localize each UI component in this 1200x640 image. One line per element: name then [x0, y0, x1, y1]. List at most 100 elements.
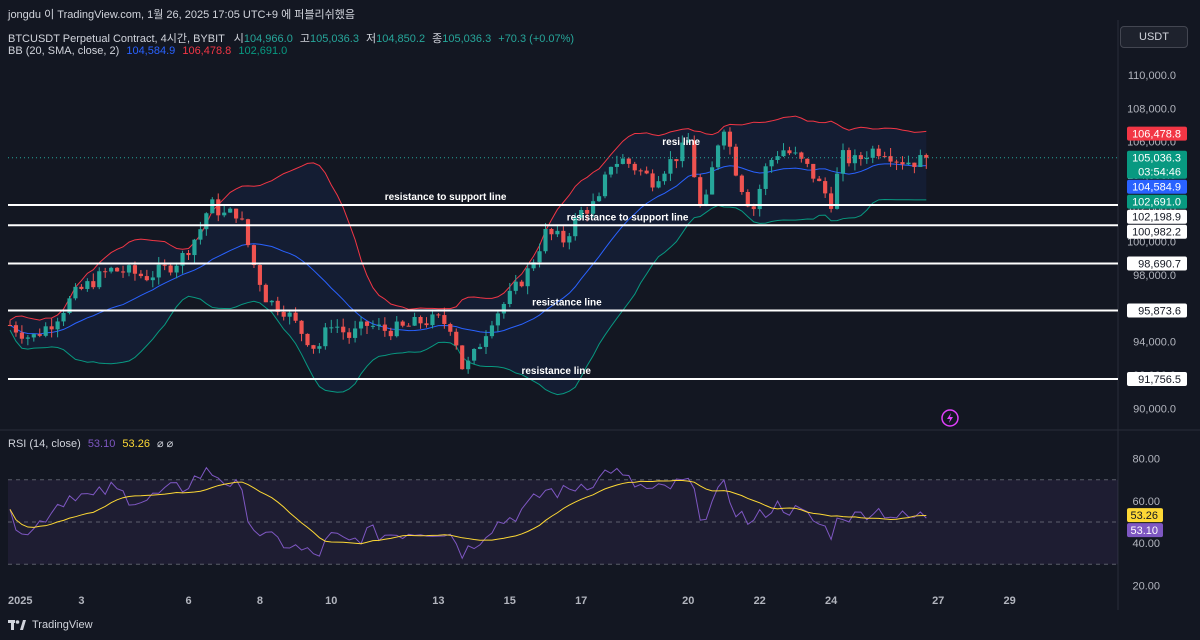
candle-body [192, 239, 197, 256]
candle-body [85, 281, 90, 289]
rsi-badge-bg [1127, 508, 1163, 523]
bb-lower-value: 102,691.0 [238, 45, 288, 57]
candle-body [358, 321, 364, 329]
candle-body [674, 159, 679, 162]
candle-body [692, 140, 697, 178]
rsi-extra: ⌀ ⌀ [157, 438, 174, 450]
candle-body [269, 300, 274, 303]
bb-upper-value: 106,478.8 [182, 45, 232, 57]
candle-body [662, 173, 667, 182]
candle-body [412, 316, 417, 326]
candle-body [61, 312, 66, 322]
low-value: 104,850.2 [376, 33, 426, 45]
rsi-name[interactable]: RSI (14, close) [8, 438, 81, 450]
candle-body [186, 252, 191, 256]
candle-body [727, 131, 733, 147]
candle-body [543, 228, 548, 252]
candle-body [275, 300, 280, 312]
rsi-tick-label: 60.00 [1132, 496, 1160, 508]
candle-body [19, 332, 24, 339]
price-tick-label: 100,000.0 [1127, 237, 1176, 249]
candle-body [680, 142, 685, 162]
candle-body [888, 156, 893, 162]
bb-name[interactable]: BB (20, SMA, close, 2) [8, 45, 120, 57]
candle-body [650, 173, 655, 188]
candle-body [555, 230, 560, 235]
candle-body [787, 150, 792, 154]
candle-body [924, 155, 929, 158]
price-badge-bg [1127, 372, 1187, 387]
candle-body [251, 245, 257, 266]
price-tick-label: 110,000.0 [1128, 70, 1176, 82]
sr-line-label: resistance line [532, 297, 602, 308]
candle-body [745, 192, 750, 207]
currency-button[interactable]: USDT [1120, 26, 1188, 48]
candle-body [7, 325, 13, 326]
candle-body [31, 334, 36, 338]
rsi-ma-line [9, 479, 927, 545]
candle-body [608, 166, 614, 175]
price-badge-bg [1127, 194, 1187, 209]
candle-body [513, 281, 518, 291]
candle-body [382, 324, 387, 331]
rsi-value: 53.10 [87, 438, 116, 450]
candle-body [781, 150, 786, 157]
open-label: 시 [233, 33, 244, 45]
price-badge-label: 104,584.9 [1132, 182, 1181, 194]
candle-body [668, 159, 673, 174]
sr-line-label: resistance to support line [385, 192, 507, 203]
time-tick-label: 8 [257, 595, 263, 607]
candle-body [495, 313, 500, 326]
time-tick-label: 29 [1003, 595, 1015, 607]
candle-body [234, 208, 239, 219]
candle-body [769, 159, 774, 167]
candle-body [311, 345, 316, 349]
candle-body [430, 314, 435, 326]
bb-basis-line [9, 163, 927, 335]
candle-body [561, 230, 566, 243]
high-label: 고 [299, 33, 311, 45]
symbol-label[interactable]: BTCUSDT Perpetual Contract, 4시간, BYBIT [8, 33, 225, 45]
overlap-label: resi line [662, 137, 700, 148]
candle-body [811, 163, 816, 179]
candle-body [751, 206, 756, 210]
candle-body [686, 140, 691, 143]
candle-body [91, 281, 96, 288]
candle-body [704, 194, 709, 205]
candle-body [793, 152, 798, 154]
candle-body [353, 328, 358, 338]
candle-body [245, 219, 251, 246]
candle-body [823, 181, 828, 194]
candle-body [602, 174, 608, 197]
price-badge-bg [1127, 179, 1187, 194]
candle-body [73, 286, 78, 299]
candle-body [525, 268, 530, 287]
low-label: 저 [366, 33, 377, 45]
publish-info: jongdu 이 TradingView.com, 1월 26, 2025 17… [8, 9, 355, 21]
candle-body [466, 360, 471, 370]
candle-body [103, 271, 108, 273]
candle-body [67, 298, 72, 313]
candle-body [912, 162, 917, 167]
bb-legend: BB (20, SMA, close, 2) 104,584.9 106,478… [8, 45, 287, 57]
candle-body [834, 173, 840, 209]
rsi-legend: RSI (14, close) 53.10 53.26 ⌀ ⌀ [8, 437, 173, 450]
rsi-line [9, 466, 927, 560]
price-badge-label: 102,691.0 [1132, 197, 1181, 209]
candle-body [216, 199, 221, 216]
time-tick-label: 6 [185, 595, 191, 607]
candle-body [472, 348, 477, 361]
candle-body [329, 327, 334, 329]
candle-body [43, 326, 48, 336]
price-badge-label: 95,873.6 [1138, 305, 1181, 317]
rsi-badge-bg [1127, 523, 1163, 538]
rsi-badge-label: 53.26 [1130, 510, 1158, 522]
rsi-ma-value: 53.26 [122, 438, 150, 450]
candle-body [120, 271, 126, 273]
price-badge-countdown: 03:54:46 [1138, 167, 1181, 179]
candle-body [287, 312, 292, 317]
footer-brand[interactable]: TradingView [32, 619, 93, 631]
price-badge-label: 106,478.8 [1132, 129, 1181, 141]
time-tick-label: 17 [575, 595, 587, 607]
